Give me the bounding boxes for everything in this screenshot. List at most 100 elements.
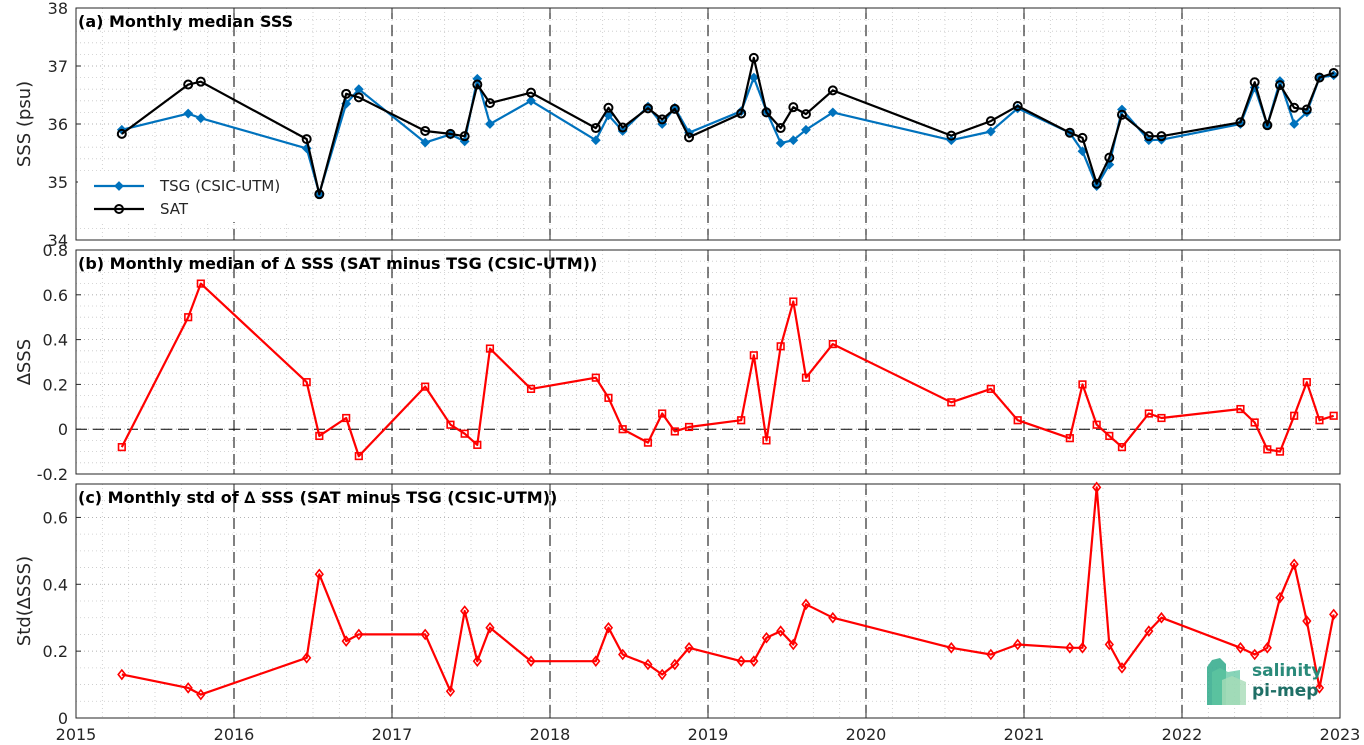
data-point: [658, 409, 667, 418]
x-tick-label: 2016: [214, 725, 255, 744]
data-point: [195, 76, 206, 87]
data-point: [761, 107, 772, 118]
y-tick-label: 38: [48, 0, 68, 18]
data-point: [460, 429, 469, 438]
data-point: [762, 436, 771, 445]
data-point: [1144, 409, 1153, 418]
data-point: [669, 103, 680, 114]
data-point: [1263, 445, 1272, 454]
y-tick-label: 0.6: [43, 286, 68, 305]
data-point: [354, 628, 364, 641]
panel-title: (b) Monthly median of ∆ SSS (SAT minus T…: [78, 254, 597, 273]
data-point: [1289, 119, 1300, 129]
data-point: [1302, 615, 1312, 627]
y-tick-label: 0.4: [43, 331, 68, 350]
series-delta-c: [117, 481, 1339, 701]
panel-c-delta-sss-std: 0 0.2 0.4 0.6 2015 2016 2017 2018 2019 2020 2021 20…: [14, 481, 1361, 744]
data-point: [1143, 131, 1154, 142]
data-point: [301, 134, 312, 145]
data-point: [446, 420, 455, 429]
data-point: [736, 655, 746, 667]
data-point: [472, 655, 482, 667]
data-point: [445, 685, 456, 698]
tick-marks: [75, 484, 1341, 719]
y-tick-label: 0.2: [43, 642, 68, 661]
data-point: [604, 393, 613, 402]
x-tick-label: 2023: [1320, 725, 1361, 744]
data-point: [788, 102, 799, 113]
data-point: [788, 135, 799, 146]
legend: TSG (CSIC-UTM) SAT: [78, 172, 300, 222]
data-point: [314, 568, 324, 581]
data-point: [341, 635, 351, 647]
data-point: [1289, 102, 1300, 113]
data-point: [684, 642, 694, 654]
data-point: [1302, 378, 1311, 387]
data-point: [315, 431, 324, 441]
data-point: [1012, 101, 1023, 112]
y-tick-label: 0: [58, 420, 68, 439]
data-point: [670, 427, 679, 436]
data-point: [1262, 120, 1273, 131]
y-tick-label: 34: [48, 231, 68, 250]
x-tick-label: 2022: [1162, 725, 1203, 744]
data-point: [526, 95, 536, 106]
data-point: [460, 605, 470, 617]
data-point: [1013, 416, 1022, 425]
legend-marker: [114, 204, 124, 214]
data-point: [184, 313, 193, 322]
y-tick-label: 0.4: [43, 575, 68, 594]
data-point: [1144, 625, 1154, 637]
data-point: [421, 382, 430, 391]
data-point: [748, 72, 759, 83]
x-tick-label: 2018: [530, 725, 571, 744]
data-point: [1105, 431, 1114, 441]
data-point: [828, 339, 837, 349]
data-point: [1077, 132, 1088, 143]
data-point: [472, 79, 483, 90]
y-tick-label: -0.2: [37, 465, 68, 484]
data-point: [1249, 77, 1260, 88]
data-point: [420, 628, 430, 641]
panel-title: (a) Monthly median SSS: [78, 12, 293, 31]
data-point: [420, 137, 431, 148]
data-point: [1314, 72, 1325, 83]
data-point: [314, 189, 325, 200]
data-point: [775, 123, 786, 134]
data-point: [183, 79, 194, 90]
data-point: [749, 655, 759, 667]
data-point: [828, 611, 838, 624]
data-point: [1235, 117, 1246, 128]
data-point: [1275, 447, 1285, 456]
y-tick-label: 35: [48, 173, 68, 192]
data-point: [986, 384, 995, 393]
data-point: [749, 351, 758, 360]
data-point: [117, 668, 127, 681]
data-point: [1156, 131, 1167, 142]
data-point: [1116, 109, 1127, 120]
data-point: [748, 52, 759, 63]
data-point: [603, 102, 614, 113]
y-tick-label: 0.6: [43, 508, 68, 527]
data-point: [1013, 638, 1023, 651]
data-point: [1290, 411, 1299, 420]
series-line: [120, 282, 1335, 458]
data-point: [1328, 67, 1339, 78]
data-point: [1065, 642, 1075, 654]
data-point: [526, 384, 536, 393]
legend-entry: TSG (CSIC-UTM): [159, 177, 280, 195]
data-point: [801, 373, 811, 382]
data-point: [617, 122, 628, 133]
data-point: [1262, 642, 1272, 654]
data-point: [342, 413, 351, 423]
data-point: [670, 658, 680, 671]
data-point: [1104, 638, 1114, 651]
logo-text-salinity: salinity: [1252, 661, 1322, 681]
logo-text-pimep: pi-mep: [1252, 681, 1318, 701]
panel-title: (c) Monthly std of ∆ SSS (SAT minus TSG …: [78, 488, 557, 507]
data-point: [302, 652, 312, 664]
data-point: [657, 668, 667, 681]
data-point: [657, 114, 668, 125]
data-point: [985, 126, 996, 137]
y-tick-label: 0.8: [43, 241, 68, 260]
